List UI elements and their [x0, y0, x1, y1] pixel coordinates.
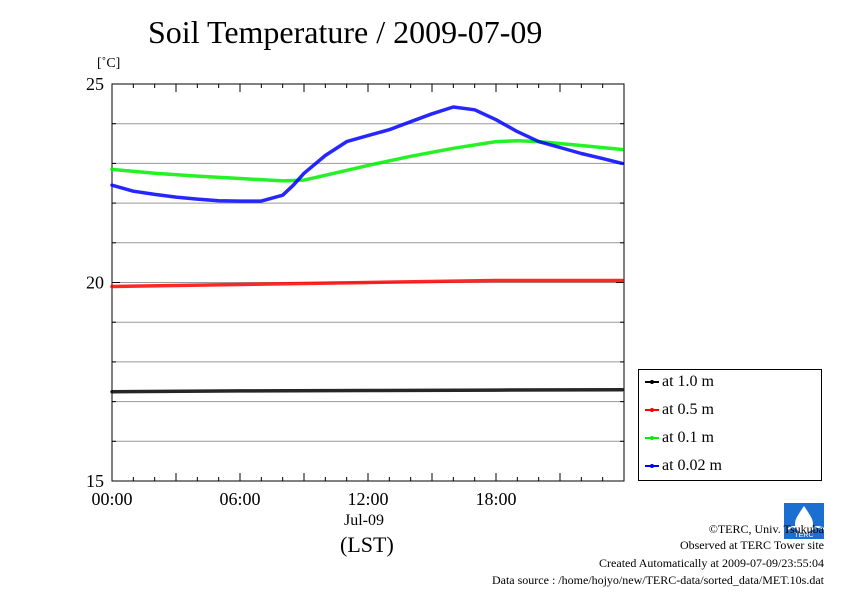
legend-swatch	[645, 408, 659, 413]
series-line-1	[110, 278, 624, 289]
legend-label: at 1.0 m	[662, 373, 714, 390]
legend-item: at 0.1 m	[645, 429, 714, 449]
legend-label: at 0.02 m	[662, 457, 722, 474]
chart-title: Soil Temperature / 2009-07-09	[148, 14, 543, 50]
y-tick-label: 20	[86, 273, 104, 293]
legend-item: at 1.0 m	[645, 373, 714, 393]
legend-swatch	[645, 380, 659, 385]
x-tick-label: 06:00	[219, 489, 260, 509]
x-axis-date: Jul-09	[344, 512, 384, 529]
credit-source: Data source : /home/hojyo/new/TERC-data/…	[491, 573, 824, 587]
series-line-3	[110, 105, 624, 203]
legend-item: at 0.5 m	[645, 401, 714, 421]
x-tick-label: 18:00	[475, 489, 516, 509]
legend-label: at 0.5 m	[662, 401, 714, 418]
credit-site: Observed at TERC Tower site	[679, 538, 824, 552]
credit-created: Created Automatically at 2009-07-09/23:5…	[599, 556, 824, 570]
terc-logo-icon: TERC	[784, 503, 824, 539]
credit-copyright: ©TERC, Univ. Tsukuba	[708, 522, 824, 536]
legend-label: at 0.1 m	[662, 429, 714, 446]
legend: at 1.0 m at 0.5 m at 0.1 m at 0.02 m	[638, 369, 822, 481]
logo-text: TERC	[794, 532, 813, 539]
x-tick-label: 00:00	[91, 489, 132, 509]
axis-ticks	[111, 83, 625, 482]
legend-item: at 0.02 m	[645, 457, 722, 477]
y-axis-unit: [˚C]	[97, 56, 121, 71]
y-tick-label: 25	[86, 74, 104, 94]
series-line-0	[110, 387, 624, 394]
x-axis-label: (LST)	[340, 532, 394, 557]
y-tick-label: 15	[86, 471, 104, 491]
series-line-2	[110, 139, 624, 183]
x-tick-label: 12:00	[347, 489, 388, 509]
legend-swatch	[645, 464, 659, 469]
series-lines	[110, 105, 624, 394]
tick-labels: 15 20 25 00:00 06:00 12:00 18:00	[86, 74, 517, 509]
legend-swatch	[645, 436, 659, 441]
